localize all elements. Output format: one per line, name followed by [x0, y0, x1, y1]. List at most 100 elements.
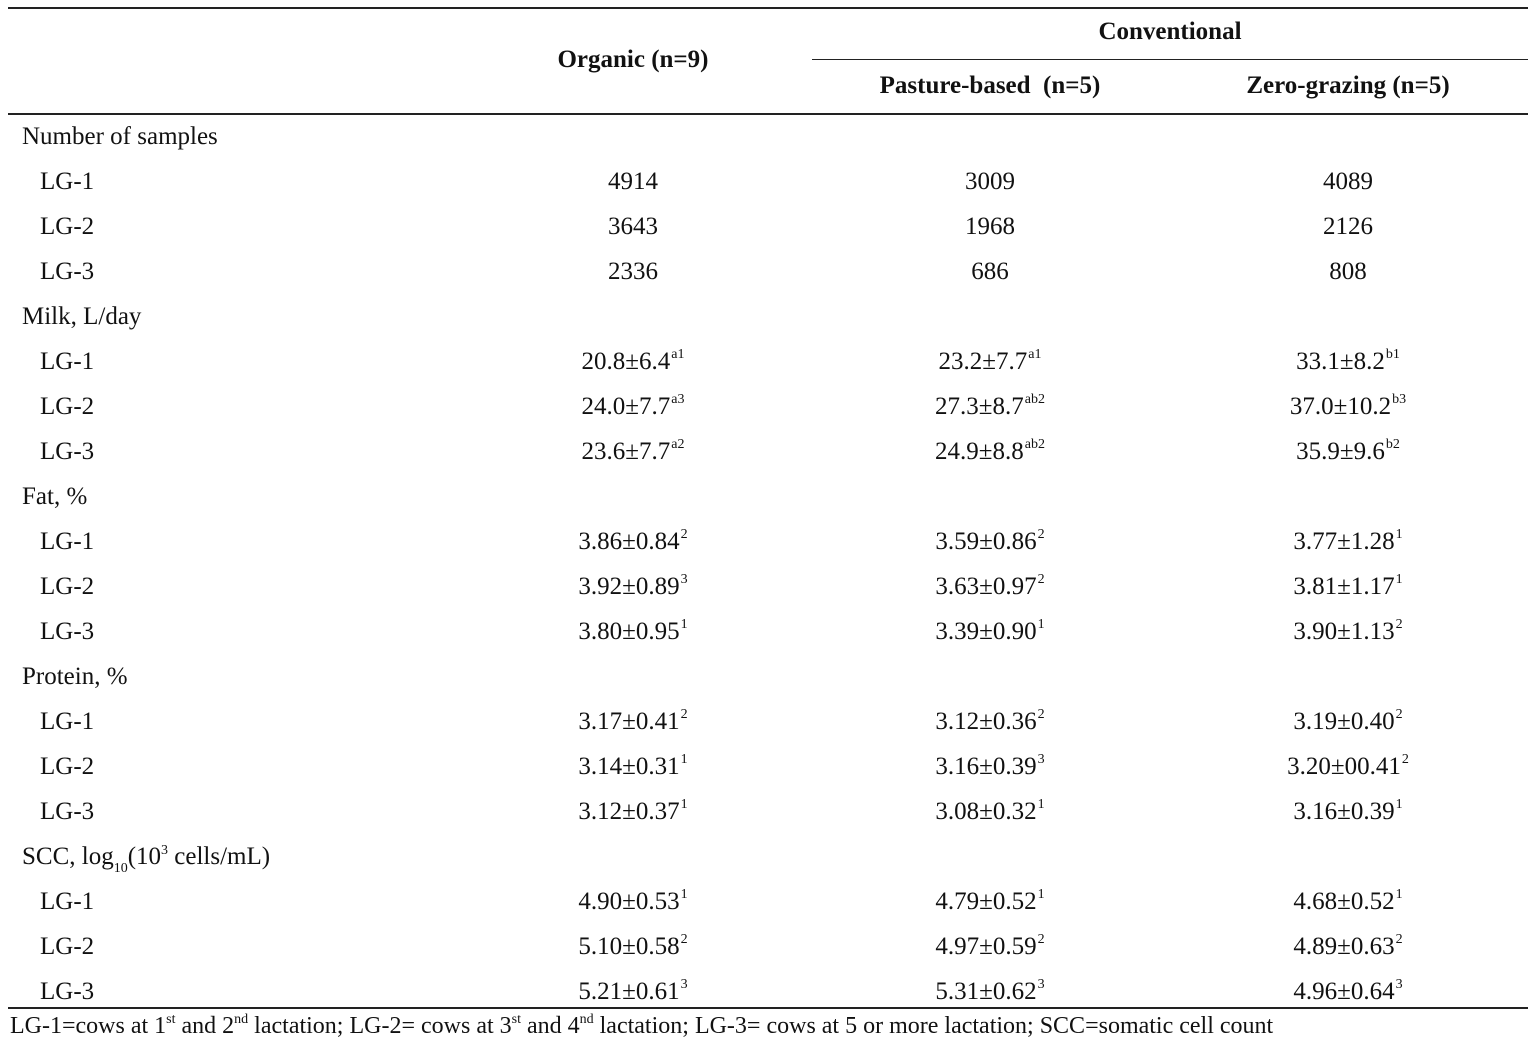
cell-value: 2126 — [1323, 213, 1373, 240]
cell-value: 3.16±0.39 — [935, 753, 1037, 780]
table-cell: 4.79±0.521 — [840, 882, 1140, 926]
footnote-text: and 2 — [175, 1013, 235, 1039]
footnote-sup: st — [166, 1012, 176, 1027]
section-title: SCC, log10(103 cells/mL) — [22, 837, 270, 881]
section-row: SCC, log10(103 cells/mL) — [0, 837, 1538, 877]
section-row: Fat, % — [0, 477, 1538, 517]
cell-value: 3643 — [608, 213, 658, 240]
cell-value: 4.90±0.53 — [578, 888, 680, 915]
table-cell: 24.0±7.7a3 — [483, 387, 783, 431]
table-row: LG-1 4.90±0.531 4.79±0.521 4.68±0.521 — [0, 882, 1538, 922]
cell-superscript: b3 — [1392, 392, 1407, 407]
cell-value: 3.14±0.31 — [578, 753, 680, 780]
section-title: Protein, % — [22, 663, 128, 690]
table-cell: 4.96±0.643 — [1198, 972, 1498, 1016]
cell-superscript: 2 — [1395, 617, 1403, 632]
cell-value: 3.12±0.36 — [935, 708, 1037, 735]
table-top-rule — [8, 7, 1528, 9]
cell-value: 4.68±0.52 — [1293, 888, 1395, 915]
table-cell: 23.6±7.7a2 — [483, 432, 783, 476]
section-row: Protein, % — [0, 657, 1538, 697]
row-label: LG-3 — [40, 798, 95, 825]
cell-value: 3.16±0.39 — [1293, 798, 1395, 825]
section-title-part: 10 — [113, 861, 128, 876]
cell-superscript: 1 — [680, 797, 688, 812]
table-cell: 3.81±1.171 — [1198, 567, 1498, 611]
table-cell: 4914 — [483, 162, 783, 202]
table-cell: 3.12±0.371 — [483, 792, 783, 836]
row-label: LG-3 — [40, 618, 95, 645]
cell-value: 4.89±0.63 — [1293, 933, 1395, 960]
cell-value: 3.12±0.37 — [578, 798, 680, 825]
table-row: LG-1 3.86±0.842 3.59±0.862 3.77±1.281 — [0, 522, 1538, 562]
cell-superscript: 1 — [1037, 797, 1045, 812]
section-title-part: cells/mL) — [168, 843, 271, 870]
table-row: LG-2 24.0±7.7a3 27.3±8.7ab2 37.0±10.2b3 — [0, 387, 1538, 427]
cell-superscript: 1 — [680, 887, 688, 902]
table-cell: 808 — [1198, 252, 1498, 292]
cell-value: 35.9±9.6 — [1296, 438, 1385, 465]
table-cell: 35.9±9.6b2 — [1198, 432, 1498, 476]
table-cell: 3.19±0.402 — [1198, 702, 1498, 746]
table-row: LG-3 3.80±0.951 3.39±0.901 3.90±1.132 — [0, 612, 1538, 652]
row-label: LG-3 — [40, 978, 95, 1005]
cell-superscript: 2 — [1037, 707, 1045, 722]
table-row: LG-2 3643 1968 2126 — [0, 207, 1538, 247]
cell-superscript: 2 — [1037, 572, 1045, 587]
cell-value: 808 — [1329, 258, 1367, 285]
row-label: LG-3 — [40, 438, 95, 465]
row-label: LG-3 — [40, 258, 95, 285]
table-cell: 3.77±1.281 — [1198, 522, 1498, 566]
section-title: Fat, % — [22, 483, 88, 510]
cell-superscript: ab2 — [1024, 437, 1045, 452]
header-conventional: Conventional — [1098, 18, 1242, 45]
table-row: LG-3 23.6±7.7a2 24.9±8.8ab2 35.9±9.6b2 — [0, 432, 1538, 472]
cell-superscript: 3 — [1395, 977, 1403, 992]
table-row: LG-3 5.21±0.613 5.31±0.623 4.96±0.643 — [0, 972, 1538, 1012]
cell-value: 27.3±8.7 — [935, 393, 1024, 420]
table-cell: 3.59±0.862 — [840, 522, 1140, 566]
table-cell: 3.20±00.412 — [1198, 747, 1498, 791]
table-cell: 4.97±0.592 — [840, 927, 1140, 971]
table-footnote: LG-1=cows at 1st and 2nd lactation; LG-2… — [10, 1012, 1274, 1040]
cell-value: 686 — [971, 258, 1009, 285]
cell-superscript: 2 — [1401, 752, 1409, 767]
cell-value: 2336 — [608, 258, 658, 285]
cell-superscript: 3 — [1037, 752, 1045, 767]
table-row: LG-1 3.17±0.412 3.12±0.362 3.19±0.402 — [0, 702, 1538, 742]
table-cell: 5.31±0.623 — [840, 972, 1140, 1016]
table-cell: 686 — [840, 252, 1140, 292]
table-cell: 20.8±6.4a1 — [483, 342, 783, 386]
cell-superscript: 1 — [1395, 527, 1403, 542]
cell-value: 4089 — [1323, 168, 1373, 195]
row-label: LG-1 — [40, 348, 95, 375]
cell-value: 3.77±1.28 — [1293, 528, 1395, 555]
table-row: LG-2 3.14±0.311 3.16±0.393 3.20±00.412 — [0, 747, 1538, 787]
cell-value: 3.80±0.95 — [578, 618, 680, 645]
cell-superscript: 1 — [1395, 887, 1403, 902]
footnote-text: lactation; LG-3= cows at 5 or more lacta… — [593, 1013, 1274, 1039]
table-cell: 1968 — [840, 207, 1140, 247]
row-label: LG-1 — [40, 888, 95, 915]
table-row: LG-1 4914 3009 4089 — [0, 162, 1538, 202]
cell-value: 3.59±0.86 — [935, 528, 1037, 555]
cell-value: 1968 — [965, 213, 1015, 240]
cell-superscript: 2 — [1395, 707, 1403, 722]
cell-superscript: 1 — [1395, 797, 1403, 812]
cell-value: 20.8±6.4 — [581, 348, 671, 375]
cell-superscript: 2 — [680, 932, 688, 947]
cell-superscript: b1 — [1385, 347, 1400, 362]
table-cell: 3.86±0.842 — [483, 522, 783, 566]
cell-value: 3.17±0.41 — [578, 708, 680, 735]
row-label: LG-2 — [40, 933, 95, 960]
table-cell: 5.10±0.582 — [483, 927, 783, 971]
section-row: Number of samples — [0, 117, 1538, 157]
row-label: LG-2 — [40, 573, 95, 600]
cell-superscript: 1 — [680, 617, 688, 632]
cell-superscript: 3 — [680, 572, 688, 587]
footnote-sup: st — [511, 1012, 521, 1027]
cell-superscript: b2 — [1385, 437, 1400, 452]
cell-superscript: a1 — [1028, 347, 1042, 362]
cell-superscript: 1 — [1037, 887, 1045, 902]
footnote-text: lactation; LG-2= cows at 3 — [248, 1013, 512, 1039]
